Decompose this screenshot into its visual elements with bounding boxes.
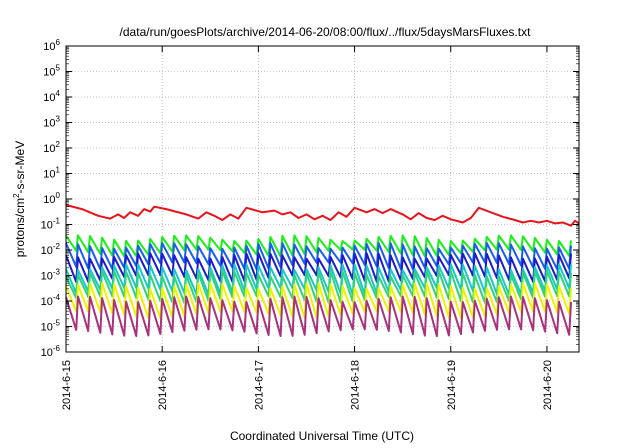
series-line — [65, 204, 580, 227]
y-tick-base: 10 — [41, 271, 53, 283]
series-line — [65, 270, 572, 304]
y-tick-exponent: -5 — [53, 319, 61, 328]
series-line — [65, 234, 572, 258]
y-tick-exponent: -4 — [53, 293, 61, 302]
y-tick-base: 10 — [41, 220, 53, 232]
x-tick-label: 2014-6-15 — [61, 360, 73, 410]
series-line — [65, 295, 572, 338]
y-tick-exponent: -1 — [53, 217, 61, 226]
series-line — [65, 263, 572, 296]
y-tick-exponent: 0 — [56, 191, 61, 200]
x-axis-label: Coordinated Universal Time (UTC) — [230, 429, 414, 443]
y-tick-label: 10-4 — [41, 293, 61, 308]
x-axis: 2014-6-15 2014-6-16 2014-6-17 2014-6-18 2014… — [61, 46, 554, 410]
y-tick-exponent: 2 — [56, 140, 61, 149]
y-tick-label: 10-5 — [41, 319, 61, 334]
y-tick-exponent: 5 — [56, 64, 61, 73]
y-tick-label: 10-6 — [41, 344, 61, 359]
y-axis: 10-610-510-410-310-210-11001011021031041… — [41, 38, 579, 359]
x-tick-label: 2014-6-16 — [157, 360, 169, 410]
y-axis-label-post: -s-sr-MeV — [13, 141, 27, 194]
y-tick-label: 10-2 — [41, 242, 61, 257]
y-tick-exponent: -3 — [53, 268, 61, 277]
x-tick-label: 2014-6-20 — [542, 360, 554, 410]
y-tick-base: 10 — [43, 194, 55, 206]
y-tick-base: 10 — [43, 92, 55, 104]
y-tick-label: 104 — [43, 89, 60, 104]
y-tick-label: 106 — [43, 38, 60, 53]
y-tick-base: 10 — [43, 118, 55, 130]
series-group — [65, 204, 580, 338]
y-tick-base: 10 — [41, 347, 53, 359]
y-tick-exponent: 6 — [56, 38, 61, 47]
y-tick-label: 101 — [43, 166, 60, 181]
y-tick-label: 10-1 — [41, 217, 61, 232]
y-tick-label: 100 — [43, 191, 60, 206]
x-tick-label: 2014-6-17 — [253, 360, 265, 410]
y-tick-base: 10 — [43, 143, 55, 155]
y-tick-exponent: -6 — [53, 344, 61, 353]
y-tick-label: 103 — [43, 115, 60, 130]
y-axis-label-sup: 2 — [12, 193, 21, 198]
y-tick-base: 10 — [43, 169, 55, 181]
y-tick-label: 102 — [43, 140, 60, 155]
y-tick-base: 10 — [43, 67, 55, 79]
x-tick-label: 2014-6-18 — [350, 360, 362, 410]
y-tick-base: 10 — [41, 296, 53, 308]
y-tick-label: 10-3 — [41, 268, 61, 283]
series-line — [65, 282, 572, 320]
y-tick-label: 105 — [43, 64, 60, 79]
x-tick-label: 2014-6-19 — [446, 360, 458, 410]
series-line — [65, 252, 572, 283]
y-tick-exponent: 1 — [56, 166, 61, 175]
y-tick-base: 10 — [41, 322, 53, 334]
series-line — [65, 242, 572, 271]
y-tick-exponent: -2 — [53, 242, 61, 251]
y-tick-base: 10 — [41, 245, 53, 257]
y-axis-label-pre: protons/cm — [13, 198, 27, 257]
chart-title: /data/run/goesPlots/archive/2014-06-20/0… — [120, 25, 532, 39]
y-tick-exponent: 3 — [56, 115, 61, 124]
y-axis-label: protons/cm2-s-sr-MeV — [12, 141, 27, 257]
y-tick-exponent: 4 — [56, 89, 61, 98]
y-tick-base: 10 — [43, 41, 55, 53]
